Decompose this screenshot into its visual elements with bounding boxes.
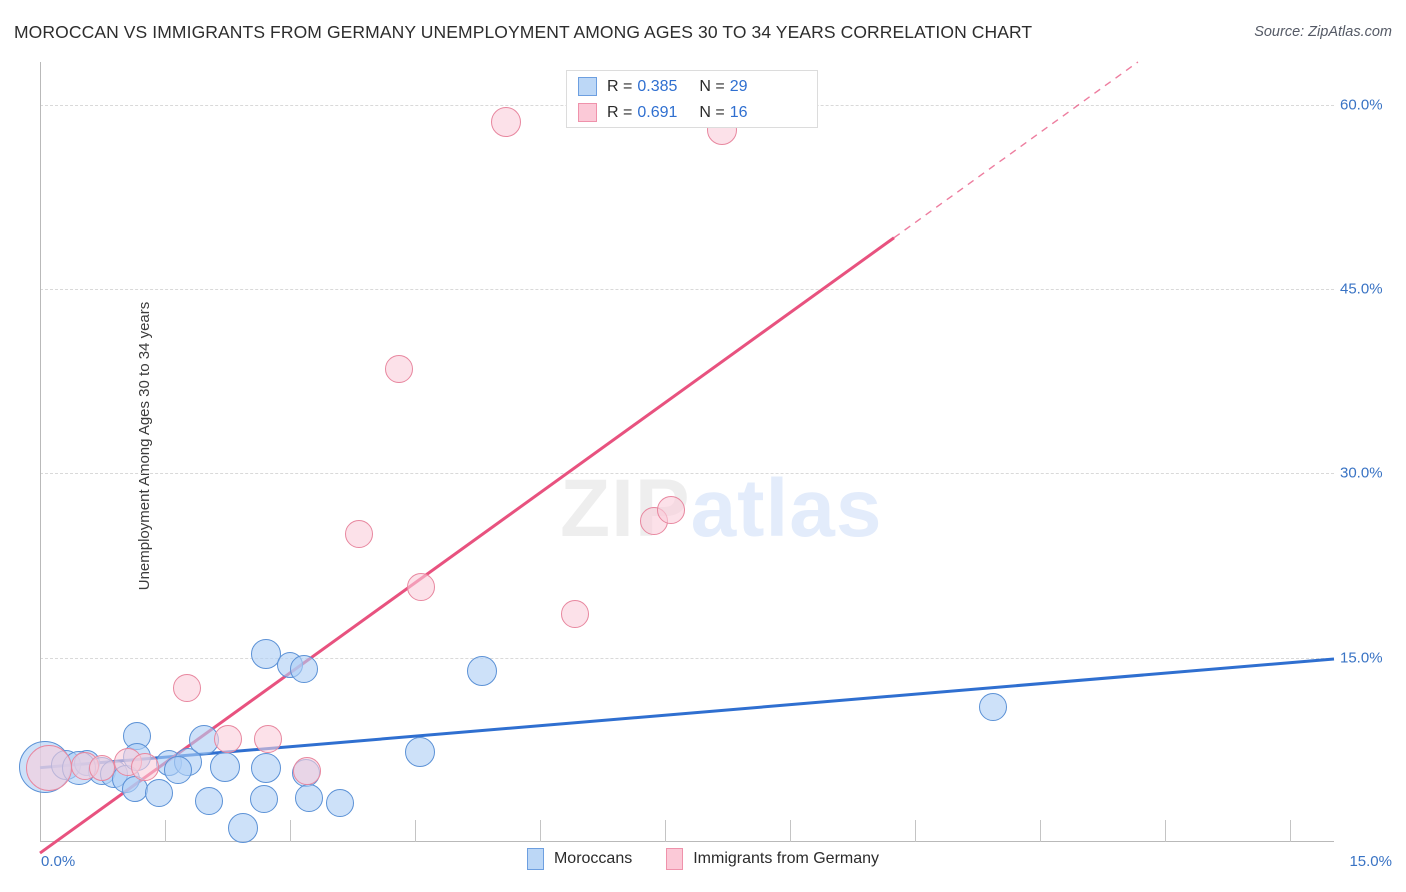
x-tick [1165,820,1167,842]
series-legend-item-moroccans[interactable]: Moroccans [526,848,633,870]
legend-n-label-1: N = [699,77,725,95]
stats-legend: R = 0.385 N = 29 R = 0.691 N = 16 [566,70,818,128]
legend-swatch-moroccans [578,77,597,96]
x-axis-line [40,841,1334,842]
data-point[interactable] [253,724,282,753]
y-tick-label: 30.0% [1340,464,1383,482]
data-point[interactable] [214,724,243,753]
data-point[interactable] [295,783,324,812]
gridline [40,657,1334,659]
series-swatch-germany [666,848,684,870]
data-point[interactable] [289,654,318,683]
data-point[interactable] [293,756,322,785]
data-point[interactable] [145,778,174,807]
x-tick [1040,820,1042,842]
series-legend: Moroccans Immigrants from Germany [0,848,1406,870]
y-axis-line [40,62,41,842]
x-tick [415,820,417,842]
data-point[interactable] [131,753,160,782]
data-point[interactable] [227,813,258,844]
series-swatch-moroccans [526,848,544,870]
x-axis-max-label: 15.0% [1349,853,1392,870]
legend-r-label-1: R = [607,77,633,95]
trend-lines [39,61,1335,855]
y-tick-label: 15.0% [1340,649,1383,667]
x-tick [165,820,167,842]
legend-swatch-germany [578,103,597,122]
legend-n-value-1: 29 [729,77,748,95]
x-tick [540,820,542,842]
data-point[interactable] [657,496,686,525]
data-point[interactable] [979,692,1008,721]
source-attribution: Source: ZipAtlas.com [1254,24,1392,40]
page-title: MOROCCAN VS IMMIGRANTS FROM GERMANY UNEM… [14,22,1033,42]
data-point[interactable] [121,776,148,803]
x-tick [1290,820,1292,842]
x-tick [915,820,917,842]
stats-legend-row-moroccans: R = 0.385 N = 29 [578,74,748,99]
x-axis-min-label: 0.0% [41,853,76,870]
series-legend-item-germany[interactable]: Immigrants from Germany [666,848,879,870]
data-point[interactable] [164,755,193,784]
series-label-moroccans: Moroccans [553,850,633,867]
data-point[interactable] [404,737,435,768]
legend-r-value-1: 0.385 [637,77,678,95]
data-point[interactable] [25,745,72,792]
y-tick-label: 60.0% [1340,96,1383,114]
data-point[interactable] [89,755,116,782]
trend-line-solid [39,657,1335,770]
gridline [40,289,1334,291]
gridline [40,473,1334,475]
data-point[interactable] [345,519,374,548]
data-point[interactable] [250,785,279,813]
data-point[interactable] [466,656,497,687]
data-point[interactable] [209,752,240,783]
data-point[interactable] [251,639,282,670]
x-tick [790,820,792,842]
data-point[interactable] [195,787,224,816]
data-point[interactable] [326,788,355,817]
x-tick [665,820,667,842]
data-point[interactable] [384,355,413,384]
y-tick-label: 45.0% [1340,280,1383,298]
plot-area: ZIPatlas 15.0% 30.0% 45.0% 60.0% [19,61,1383,855]
trend-line-dashed [893,61,1139,239]
stats-legend-row-germany: R = 0.691 N = 16 [578,100,748,125]
data-point[interactable] [490,107,521,138]
legend-r-value-2: 0.691 [637,103,678,121]
x-tick [290,820,292,842]
series-label-germany: Immigrants from Germany [693,850,880,867]
legend-n-value-2: 16 [729,103,748,121]
data-point[interactable] [560,599,589,628]
data-point[interactable] [251,753,282,784]
legend-r-label-2: R = [607,103,633,121]
data-point[interactable] [407,572,436,601]
data-point[interactable] [172,674,201,703]
legend-n-label-2: N = [699,103,725,121]
